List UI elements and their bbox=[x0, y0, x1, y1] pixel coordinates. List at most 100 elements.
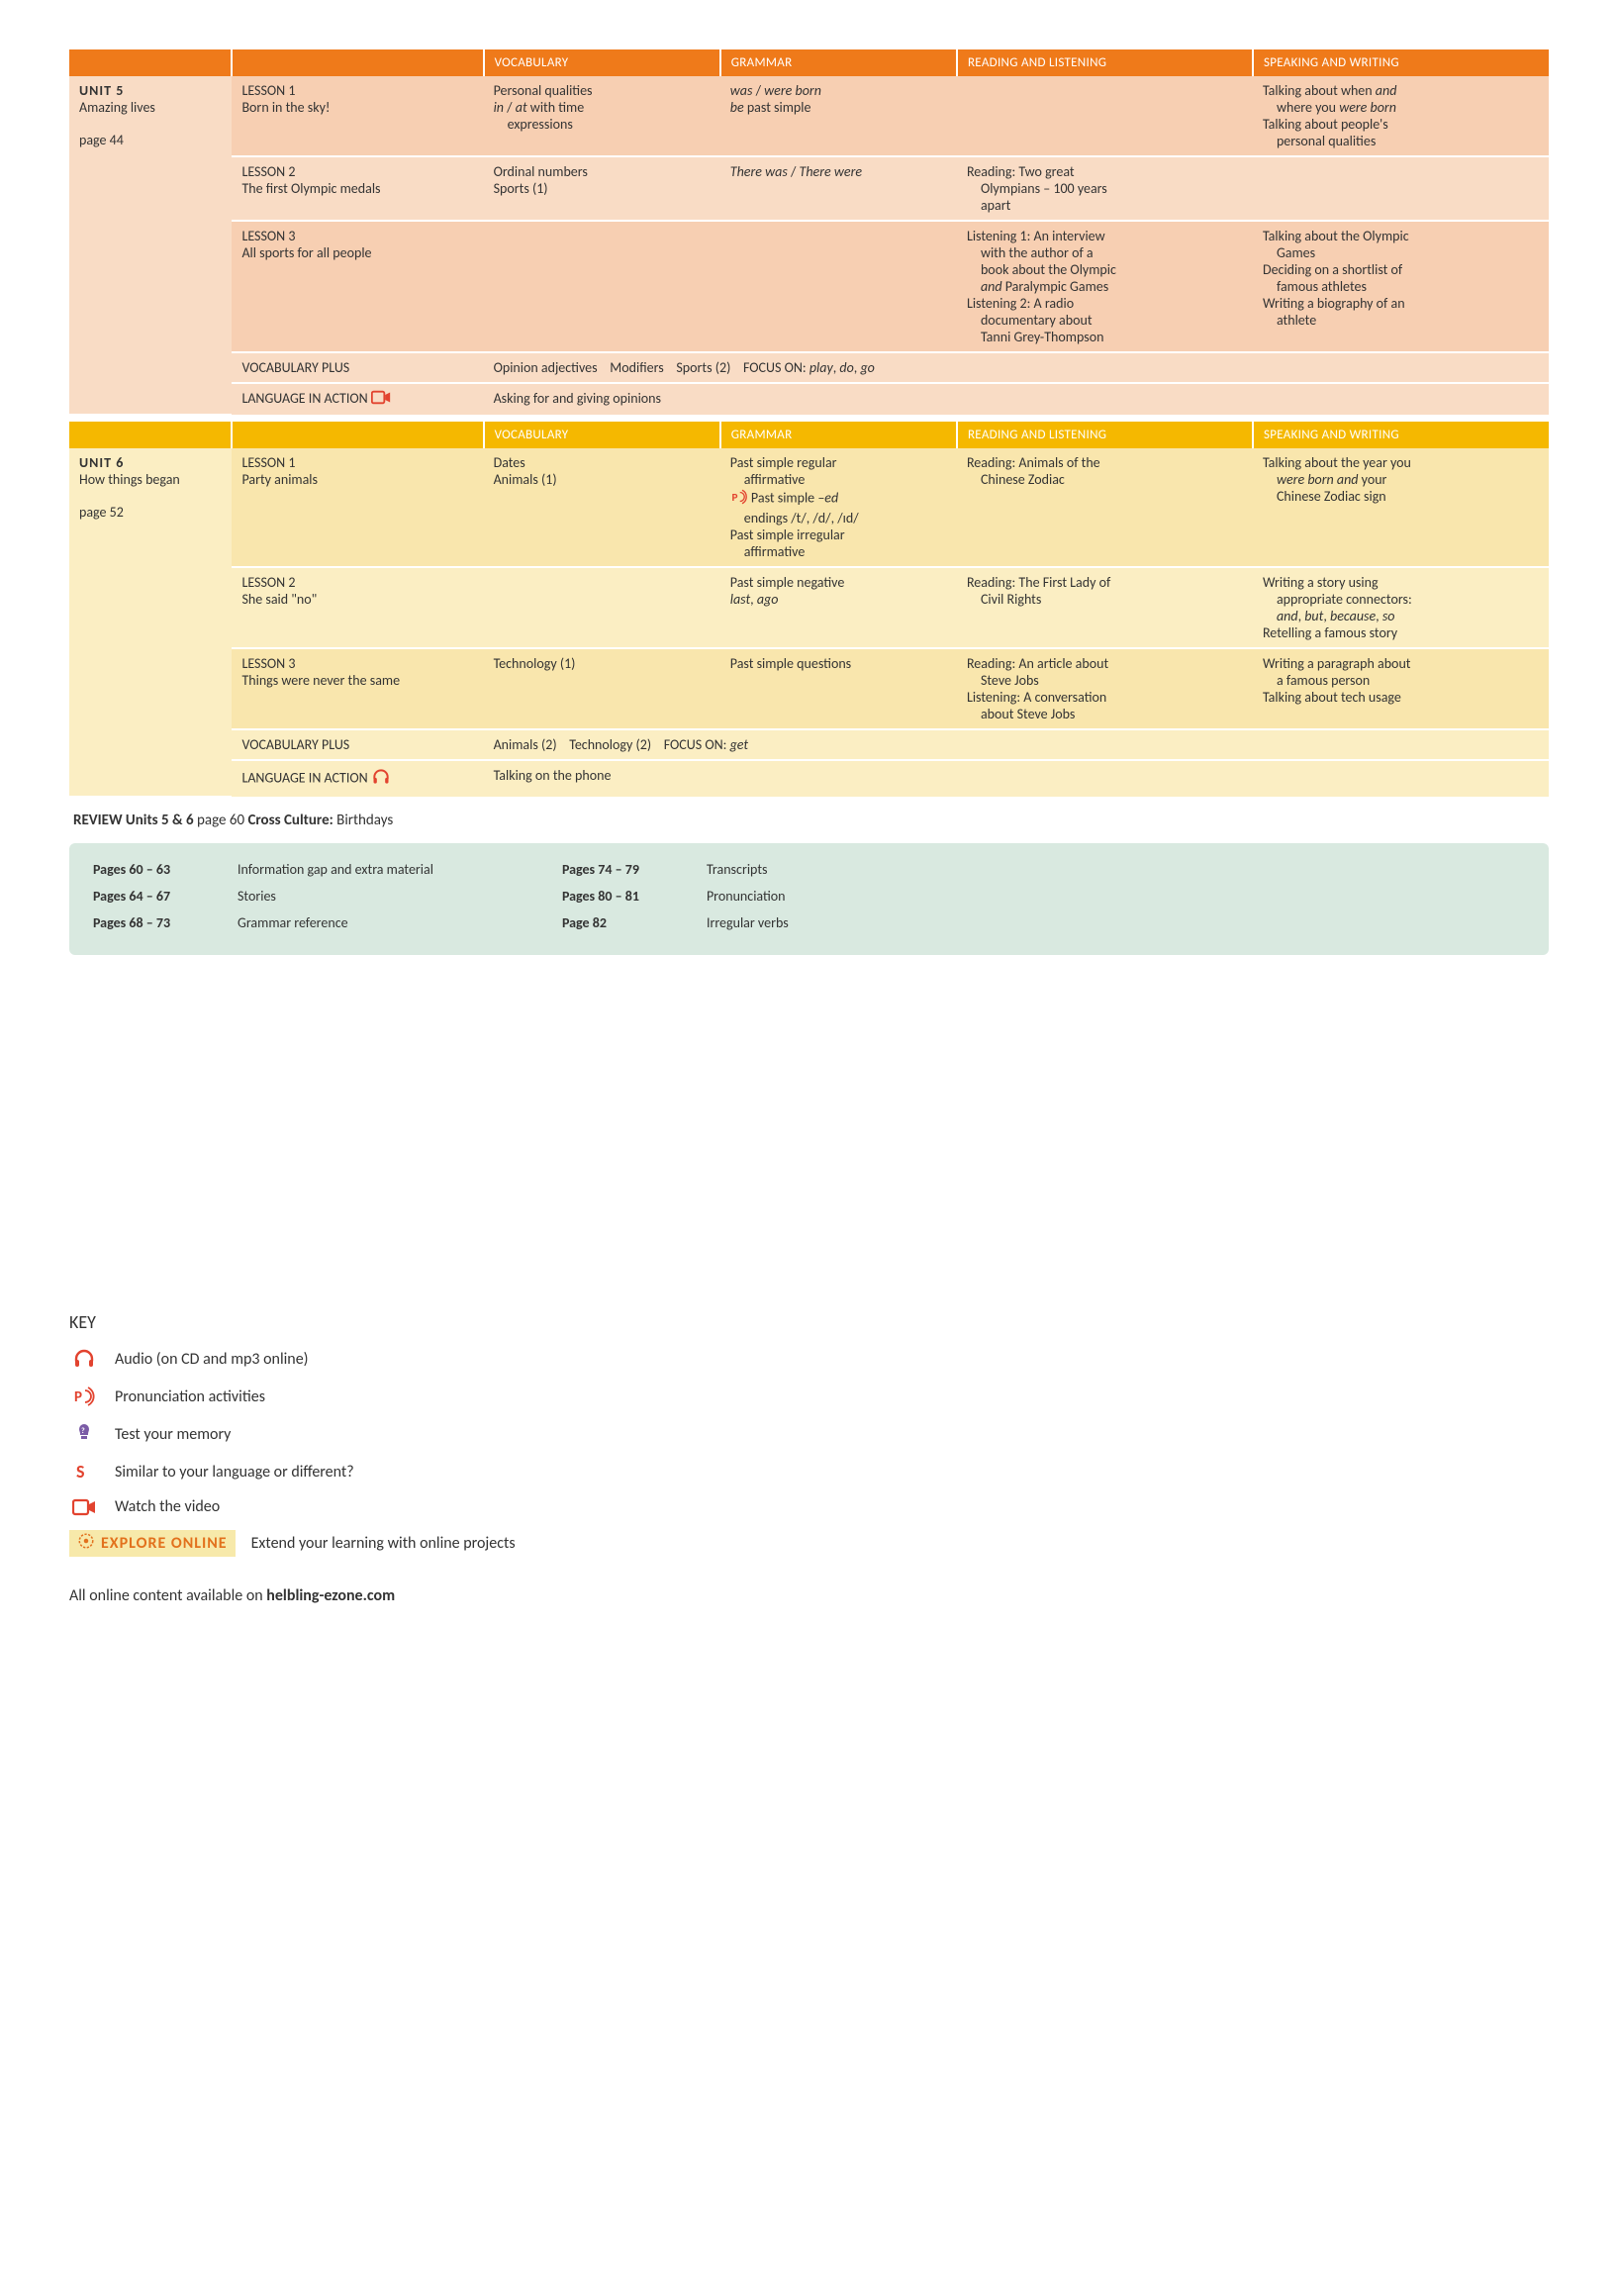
unit-label-cell: UNIT 5Amazing livespage 44 bbox=[69, 76, 232, 415]
appendix-box: Pages 60 – 63Information gap and extra m… bbox=[69, 843, 1549, 955]
lesson-row: UNIT 5Amazing livespage 44LESSON 1Born i… bbox=[69, 76, 1549, 156]
appendix-pages: Pages 60 – 63 bbox=[93, 861, 212, 878]
lesson-cell: LESSON 3Things were never the same bbox=[232, 648, 483, 729]
reading-cell: Reading: An article aboutSteve JobsListe… bbox=[957, 648, 1253, 729]
vocab-cell: Personal qualitiesin / at with timeexpre… bbox=[484, 76, 720, 156]
lesson-cell: LESSON 3All sports for all people bbox=[232, 221, 483, 352]
vocab-cell: Technology (1) bbox=[484, 648, 720, 729]
col-speaking: SPEAKING AND WRITING bbox=[1253, 422, 1549, 448]
svg-text:?: ? bbox=[81, 1426, 85, 1436]
unit5-header-row: VOCABULARY GRAMMAR READING AND LISTENING… bbox=[69, 49, 1549, 76]
svg-text:P: P bbox=[74, 1388, 82, 1406]
lesson-cell: LESSON 2The first Olympic medals bbox=[232, 156, 483, 221]
key-row: P Pronunciation activities bbox=[69, 1385, 1549, 1408]
unit6-header-row: VOCABULARY GRAMMAR READING AND LISTENING… bbox=[69, 422, 1549, 448]
speaking-cell: Writing a paragraph abouta famous person… bbox=[1253, 648, 1549, 729]
audio-icon bbox=[69, 1347, 99, 1371]
lesson-row: LESSON 3All sports for all peopleListeni… bbox=[69, 221, 1549, 352]
memory-icon: ? bbox=[69, 1422, 99, 1446]
lesson-row: LESSON 2She said "no" Past simple negativ… bbox=[69, 567, 1549, 648]
key-row: Audio (on CD and mp3 online) bbox=[69, 1347, 1549, 1371]
grammar-cell: There was / There were bbox=[720, 156, 957, 221]
similar-icon: S bbox=[69, 1460, 99, 1483]
lesson-row: LESSON 2The first Olympic medalsOrdinal … bbox=[69, 156, 1549, 221]
appendix-text: Irregular verbs bbox=[707, 914, 789, 931]
col-grammar: GRAMMAR bbox=[720, 422, 957, 448]
reading-cell bbox=[957, 76, 1253, 156]
speaking-cell: Talking about the OlympicGamesDeciding o… bbox=[1253, 221, 1549, 352]
vocab-plus-label: VOCABULARY PLUS bbox=[232, 352, 483, 383]
grammar-cell: Past simple questions bbox=[720, 648, 957, 729]
appendix-row: Pages 64 – 67Stories bbox=[93, 888, 433, 905]
language-in-action-row: LANGUAGE IN ACTION Asking for and giving… bbox=[69, 383, 1549, 415]
appendix-pages: Page 82 bbox=[562, 914, 681, 931]
appendix-text: Grammar reference bbox=[238, 914, 348, 931]
key-row: ? Test your memory bbox=[69, 1422, 1549, 1446]
appendix-row: Pages 60 – 63Information gap and extra m… bbox=[93, 861, 433, 878]
vocab-cell bbox=[484, 221, 720, 352]
lang-label: LANGUAGE IN ACTION bbox=[232, 760, 483, 797]
speaking-cell: Talking about when andwhere you were bor… bbox=[1253, 76, 1549, 156]
appendix-row: Pages 80 – 81Pronunciation bbox=[562, 888, 789, 905]
lang-text: Talking on the phone bbox=[484, 760, 1549, 797]
vocab-plus-text: Animals (2) Technology (2) FOCUS ON: get bbox=[484, 729, 1549, 760]
lesson-row: UNIT 6How things beganpage 52LESSON 1Par… bbox=[69, 448, 1549, 567]
audio-icon bbox=[371, 767, 391, 791]
key-text: Test your memory bbox=[115, 1425, 231, 1444]
key-text: Watch the video bbox=[115, 1497, 220, 1516]
col-reading: READING AND LISTENING bbox=[957, 49, 1253, 76]
language-in-action-row: LANGUAGE IN ACTION Talking on the phone bbox=[69, 760, 1549, 797]
vocab-cell: DatesAnimals (1) bbox=[484, 448, 720, 567]
vocab-cell: Ordinal numbersSports (1) bbox=[484, 156, 720, 221]
footer-pre: All online content available on bbox=[69, 1586, 266, 1605]
footer-note: All online content available on helbling… bbox=[69, 1586, 1549, 1605]
lang-label: LANGUAGE IN ACTION bbox=[232, 383, 483, 415]
explore-label: EXPLORE ONLINE bbox=[101, 1534, 228, 1553]
key-text: Pronunciation activities bbox=[115, 1387, 265, 1406]
explore-online-badge: EXPLORE ONLINE bbox=[69, 1530, 236, 1557]
review-cross-text: Birthdays bbox=[336, 812, 393, 829]
grammar-cell: Past simple regularaffirmativeP Past sim… bbox=[720, 448, 957, 567]
vocab-plus-label: VOCABULARY PLUS bbox=[232, 729, 483, 760]
reading-cell: Reading: The First Lady ofCivil Rights bbox=[957, 567, 1253, 648]
key-row: S Similar to your language or different? bbox=[69, 1460, 1549, 1483]
pronunciation-icon: P bbox=[730, 488, 748, 510]
col-vocab: VOCABULARY bbox=[484, 422, 720, 448]
unit-label-cell: UNIT 6How things beganpage 52 bbox=[69, 448, 232, 797]
col-grammar: GRAMMAR bbox=[720, 49, 957, 76]
grammar-cell bbox=[720, 221, 957, 352]
col-vocab: VOCABULARY bbox=[484, 49, 720, 76]
lesson-cell: LESSON 1Party animals bbox=[232, 448, 483, 567]
grammar-cell: Past simple negativelast, ago bbox=[720, 567, 957, 648]
key-section: KEY Audio (on CD and mp3 online) P Pronunc… bbox=[69, 1311, 1549, 1557]
review-prefix: REVIEW Units 5 & 6 bbox=[73, 812, 194, 829]
video-icon bbox=[69, 1498, 99, 1516]
key-text: Similar to your language or different? bbox=[115, 1463, 354, 1482]
appendix-text: Stories bbox=[238, 888, 276, 905]
speaking-cell bbox=[1253, 156, 1549, 221]
review-cross-label: Cross Culture: bbox=[247, 812, 333, 829]
review-page: page 60 bbox=[197, 812, 244, 829]
lesson-cell: LESSON 2She said "no" bbox=[232, 567, 483, 648]
vocab-plus-row: VOCABULARY PLUSAnimals (2) Technology (2… bbox=[69, 729, 1549, 760]
lesson-cell: LESSON 1Born in the sky! bbox=[232, 76, 483, 156]
pronunciation-icon: P bbox=[69, 1385, 99, 1408]
appendix-text: Transcripts bbox=[707, 861, 768, 878]
appendix-pages: Pages 68 – 73 bbox=[93, 914, 212, 931]
col-speaking: SPEAKING AND WRITING bbox=[1253, 49, 1549, 76]
explore-text: Extend your learning with online project… bbox=[251, 1534, 516, 1553]
key-title: KEY bbox=[69, 1311, 1549, 1333]
speaking-cell: Writing a story usingappropriate connect… bbox=[1253, 567, 1549, 648]
appendix-row: Page 82 Irregular verbs bbox=[562, 914, 789, 931]
speaking-cell: Talking about the year youwere born and … bbox=[1253, 448, 1549, 567]
key-explore-row: EXPLORE ONLINE Extend your learning with… bbox=[69, 1530, 1549, 1557]
col-reading: READING AND LISTENING bbox=[957, 422, 1253, 448]
appendix-pages: Pages 80 – 81 bbox=[562, 888, 681, 905]
unit6-table: VOCABULARY GRAMMAR READING AND LISTENING… bbox=[69, 422, 1549, 798]
svg-text:S: S bbox=[76, 1461, 85, 1483]
vocab-plus-text: Opinion adjectives Modifiers Sports (2) … bbox=[484, 352, 1549, 383]
key-text: Audio (on CD and mp3 online) bbox=[115, 1350, 309, 1369]
video-icon bbox=[371, 390, 391, 409]
key-row: Watch the video bbox=[69, 1497, 1549, 1516]
appendix-pages: Pages 74 – 79 bbox=[562, 861, 681, 878]
